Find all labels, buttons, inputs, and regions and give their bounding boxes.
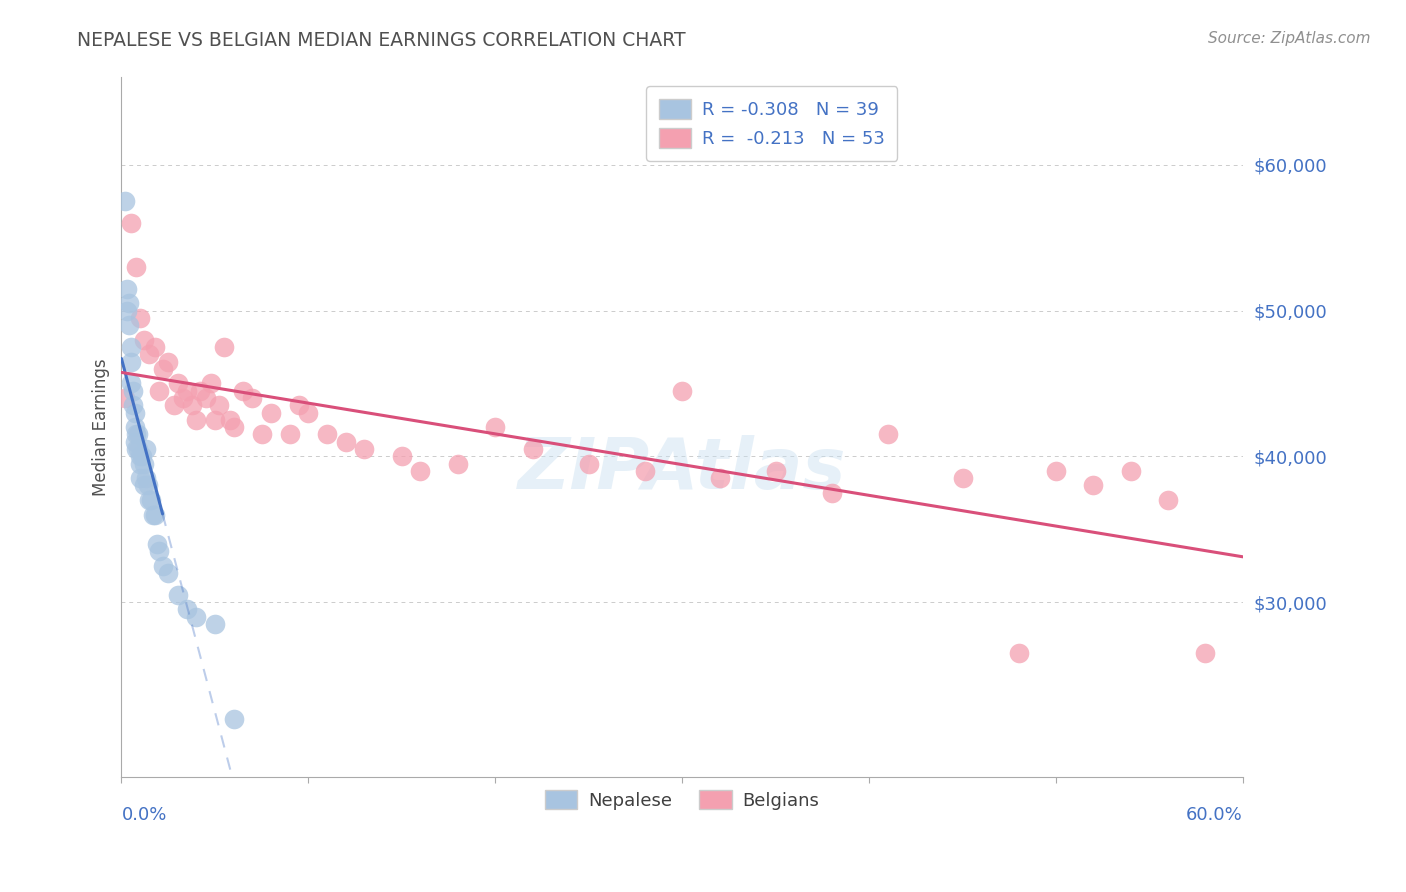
Point	[136, 478, 159, 492]
Point	[250, 427, 273, 442]
Point	[188, 384, 211, 398]
Point	[121, 384, 143, 398]
Point	[115, 282, 138, 296]
Point	[127, 442, 149, 456]
Point	[163, 398, 186, 412]
Point	[141, 493, 163, 508]
Point	[120, 216, 142, 230]
Point	[316, 427, 339, 442]
Point	[484, 420, 506, 434]
Point	[186, 609, 208, 624]
Text: ZIPAtlas: ZIPAtlas	[517, 434, 846, 504]
Point	[148, 384, 170, 398]
Point	[181, 398, 204, 412]
Point	[200, 376, 222, 391]
Point	[1119, 464, 1142, 478]
Point	[143, 508, 166, 522]
Point	[120, 354, 142, 368]
Point	[157, 354, 180, 368]
Point	[124, 434, 146, 449]
Point	[152, 362, 174, 376]
Point	[1007, 646, 1029, 660]
Point	[821, 485, 844, 500]
Point	[124, 420, 146, 434]
Point	[129, 457, 152, 471]
Point	[148, 544, 170, 558]
Point	[132, 457, 155, 471]
Point	[222, 712, 245, 726]
Point	[129, 310, 152, 325]
Point	[125, 260, 148, 274]
Point	[297, 406, 319, 420]
Text: NEPALESE VS BELGIAN MEDIAN EARNINGS CORRELATION CHART: NEPALESE VS BELGIAN MEDIAN EARNINGS CORR…	[77, 31, 686, 50]
Point	[709, 471, 731, 485]
Point	[121, 398, 143, 412]
Point	[1045, 464, 1067, 478]
Point	[240, 391, 263, 405]
Point	[634, 464, 657, 478]
Legend: Nepalese, Belgians: Nepalese, Belgians	[537, 782, 827, 817]
Point	[176, 384, 198, 398]
Point	[138, 493, 160, 508]
Point	[135, 442, 157, 456]
Point	[172, 391, 194, 405]
Point	[118, 296, 141, 310]
Point	[353, 442, 375, 456]
Point	[131, 450, 153, 464]
Point	[157, 566, 180, 580]
Point	[114, 194, 136, 209]
Point	[143, 340, 166, 354]
Text: 60.0%: 60.0%	[1187, 806, 1243, 824]
Point	[132, 478, 155, 492]
Point	[578, 457, 600, 471]
Point	[176, 602, 198, 616]
Point	[186, 413, 208, 427]
Point	[232, 384, 254, 398]
Point	[125, 442, 148, 456]
Point	[447, 457, 470, 471]
Point	[218, 413, 240, 427]
Point	[765, 464, 787, 478]
Point	[142, 508, 165, 522]
Point	[876, 427, 898, 442]
Point	[118, 318, 141, 333]
Point	[152, 558, 174, 573]
Point	[212, 340, 235, 354]
Point	[115, 303, 138, 318]
Point	[166, 588, 188, 602]
Text: Source: ZipAtlas.com: Source: ZipAtlas.com	[1208, 31, 1371, 46]
Point	[125, 427, 148, 442]
Point	[391, 450, 413, 464]
Point	[204, 413, 226, 427]
Point	[120, 376, 142, 391]
Point	[260, 406, 283, 420]
Point	[127, 427, 149, 442]
Point	[409, 464, 432, 478]
Point	[278, 427, 301, 442]
Point	[132, 333, 155, 347]
Point	[129, 450, 152, 464]
Point	[114, 391, 136, 405]
Point	[146, 537, 169, 551]
Point	[952, 471, 974, 485]
Point	[288, 398, 311, 412]
Point	[194, 391, 217, 405]
Point	[522, 442, 544, 456]
Point	[120, 340, 142, 354]
Point	[129, 471, 152, 485]
Point	[1157, 493, 1180, 508]
Point	[222, 420, 245, 434]
Point	[135, 471, 157, 485]
Y-axis label: Median Earnings: Median Earnings	[93, 359, 110, 496]
Point	[1083, 478, 1105, 492]
Point	[335, 434, 357, 449]
Point	[671, 384, 693, 398]
Point	[204, 616, 226, 631]
Text: 0.0%: 0.0%	[121, 806, 167, 824]
Point	[166, 376, 188, 391]
Point	[1194, 646, 1216, 660]
Point	[124, 406, 146, 420]
Point	[207, 398, 229, 412]
Point	[138, 347, 160, 361]
